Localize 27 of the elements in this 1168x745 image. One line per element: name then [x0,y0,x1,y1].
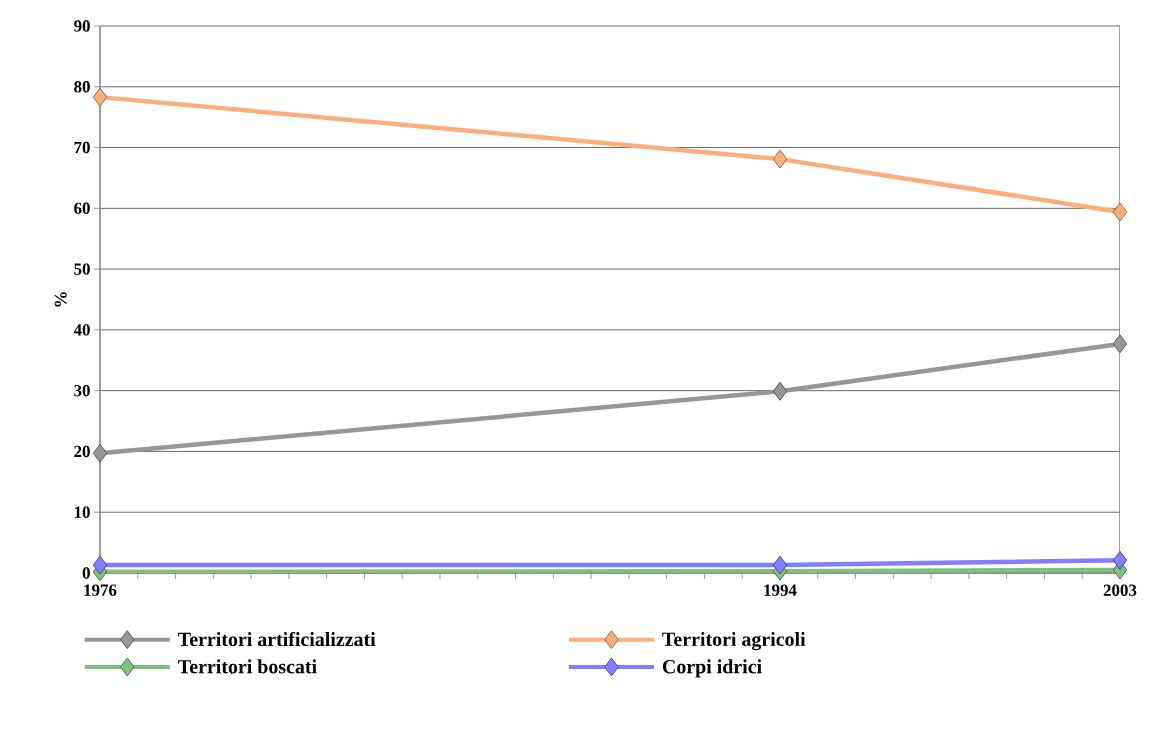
point [1112,202,1128,222]
legend-label: Territori agricoli [662,631,806,651]
legend-label: Corpi idrici [662,659,762,678]
x-tick-label: 2003 [1103,584,1137,596]
y-tick-label: 40 [73,324,90,336]
legend-label: Territori artificializzati [178,631,376,647]
y-tick-label: 60 [74,202,90,215]
y-tick-label: 90 [74,20,90,32]
x-tick-label: 1994 [764,584,797,596]
point [772,555,788,575]
y-tick-label: 10 [74,506,90,518]
point [1112,550,1128,570]
y-tick-label: 30 [74,384,90,397]
y-tick-label: 70 [74,141,90,154]
y-axis-title: % [54,292,67,307]
y-tick-label: 20 [74,445,90,458]
y-tick-label: 0 [82,567,90,579]
x-tick-label: 1976 [84,584,117,596]
legend-label: Territori boscati [178,659,317,674]
point [92,555,108,575]
y-tick-label: 80 [74,81,90,93]
point [1112,334,1128,354]
point [772,381,788,401]
point [92,87,108,107]
point [772,149,788,169]
point [92,443,108,463]
y-tick-label: 50 [74,263,90,275]
